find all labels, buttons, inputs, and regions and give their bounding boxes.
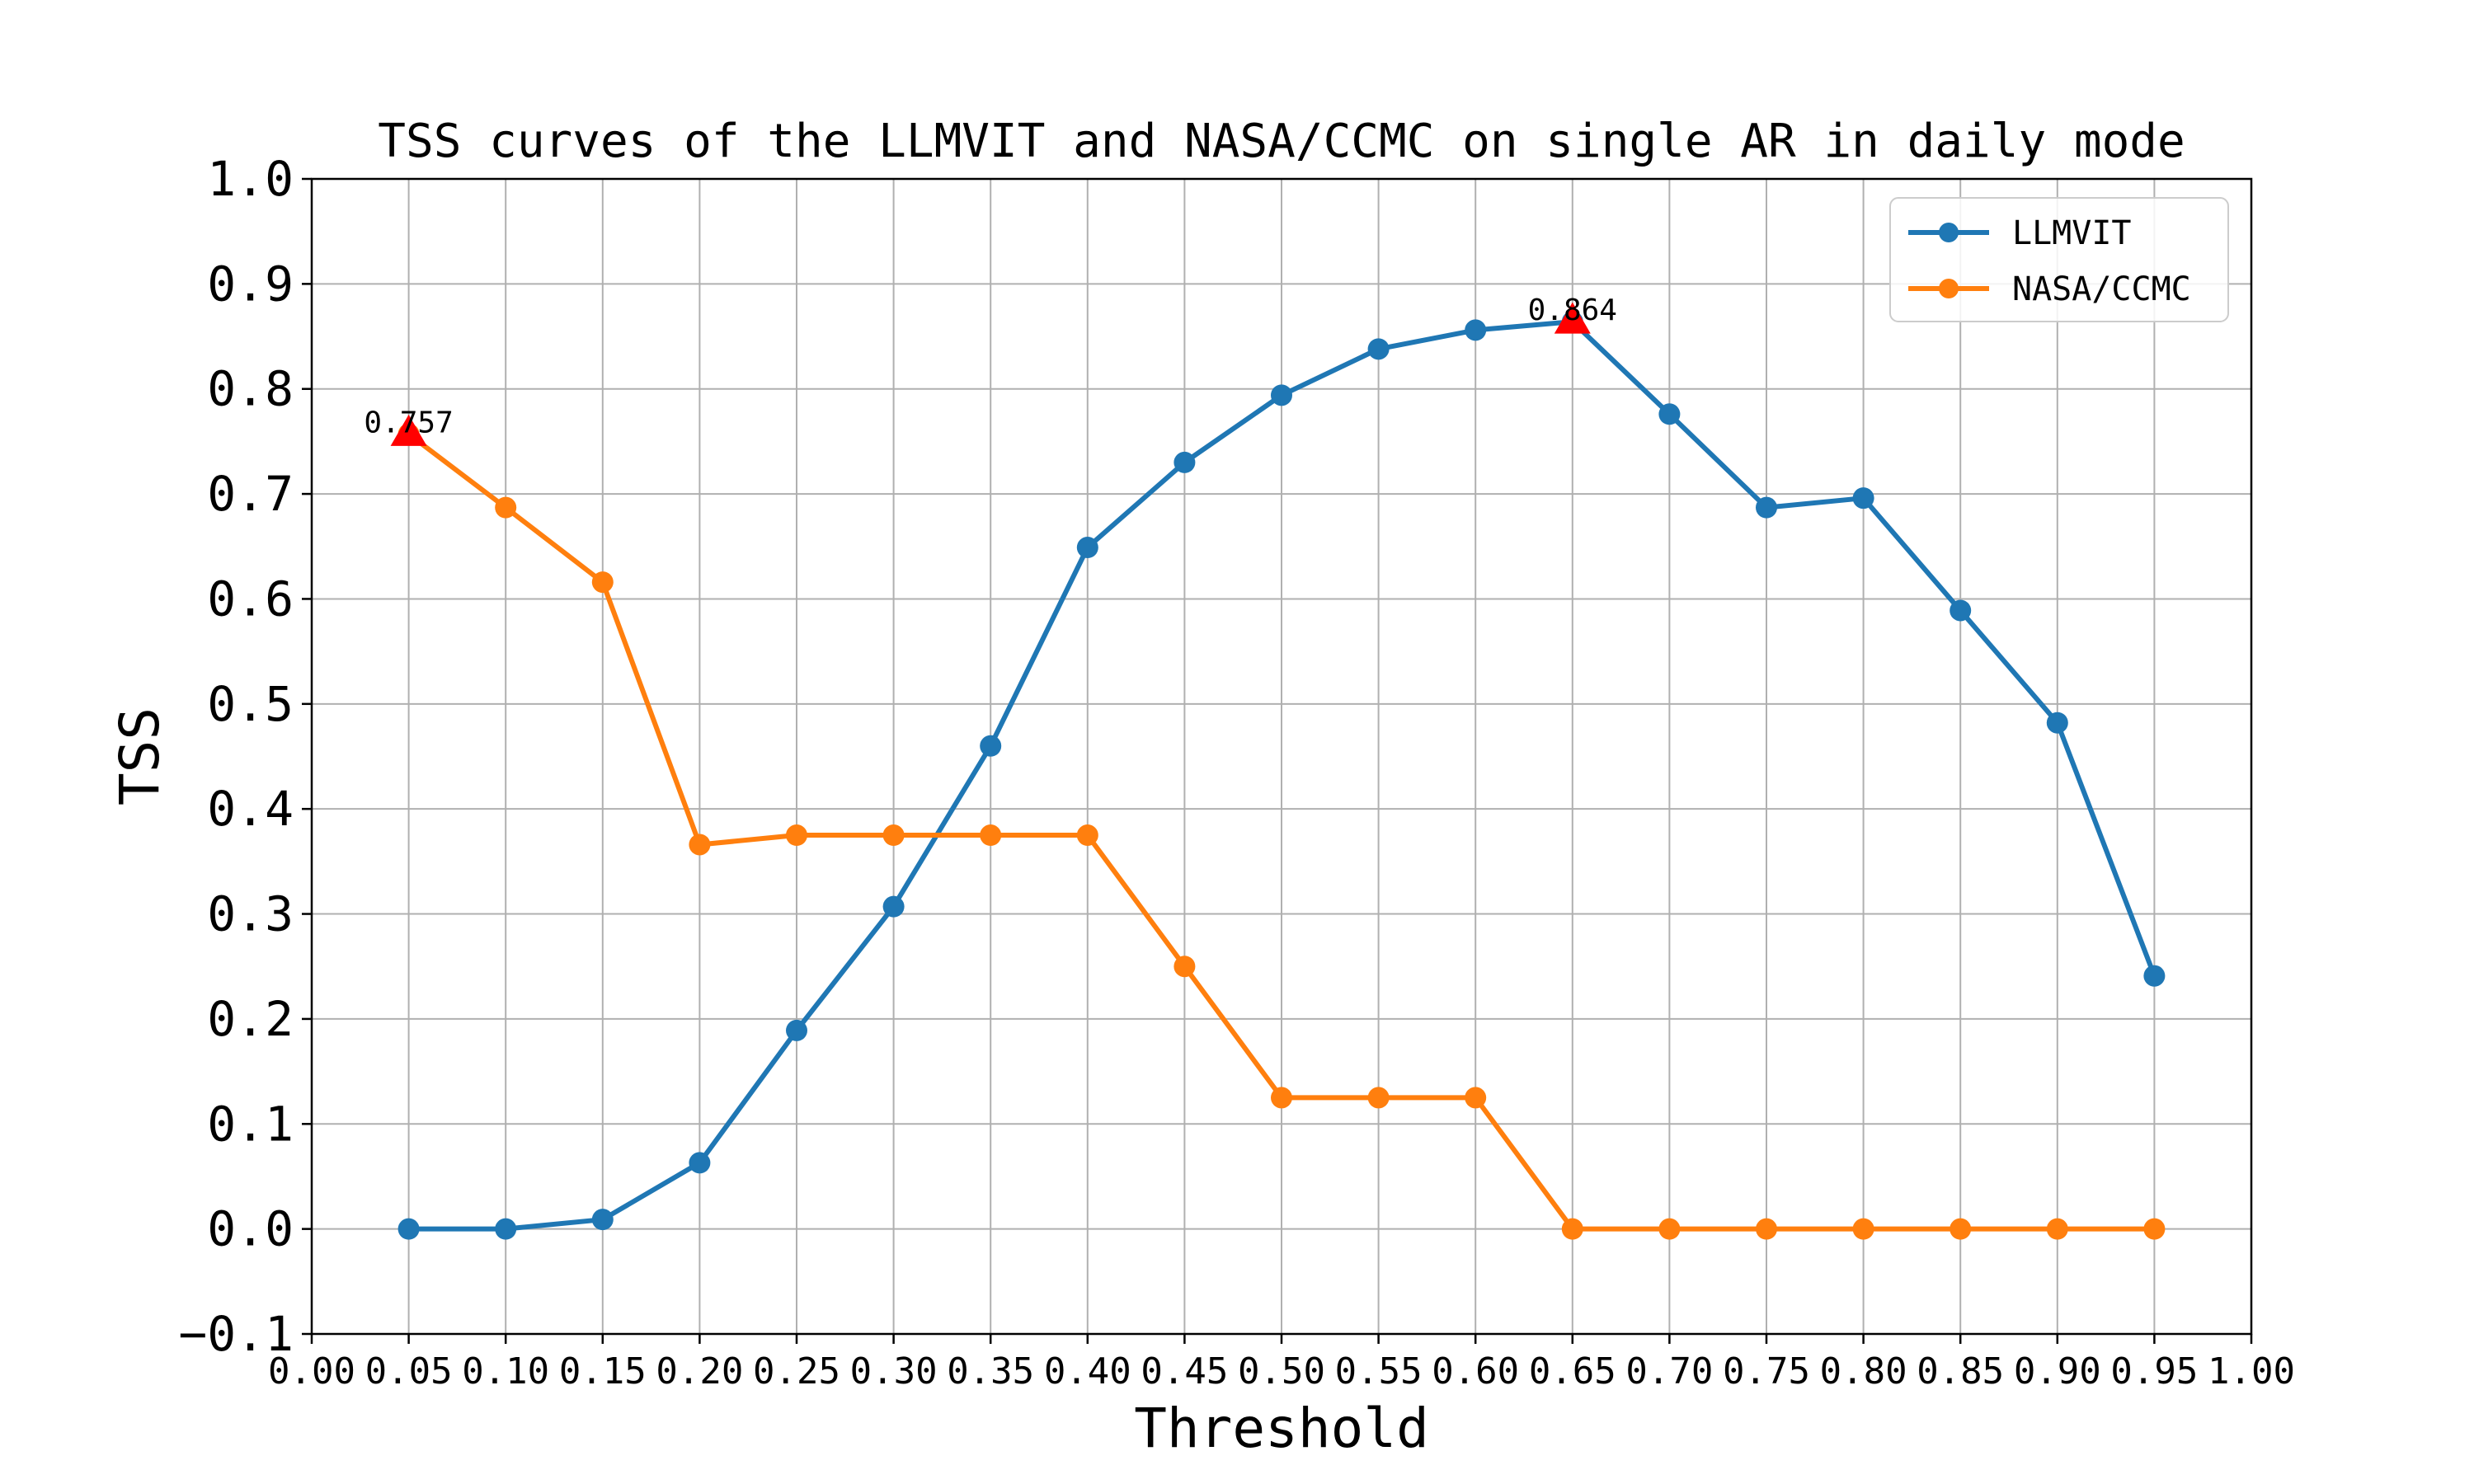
data-point-nasa-ccmc [1465, 1087, 1487, 1109]
y-tick-label: 0.9 [207, 256, 294, 312]
data-point-nasa-ccmc [1271, 1087, 1292, 1109]
data-point-llmvit [1367, 338, 1390, 360]
data-point-nasa-ccmc [786, 824, 807, 847]
y-tick-label: 0.1 [207, 1096, 294, 1152]
x-tick-label: 0.90 [2014, 1350, 2101, 1392]
data-point-nasa-ccmc [1658, 1218, 1681, 1240]
legend-label: LLMVIT [2012, 214, 2132, 252]
data-point-llmvit [1465, 319, 1487, 341]
data-point-nasa-ccmc [1174, 956, 1196, 978]
y-tick-label: 1.0 [207, 151, 294, 207]
x-tick-label: 0.70 [1625, 1350, 1713, 1392]
data-point-llmvit [1950, 599, 1972, 622]
data-point-nasa-ccmc [689, 834, 711, 856]
legend-marker [1939, 279, 1959, 298]
y-tick-label: 0.2 [207, 991, 294, 1047]
data-point-nasa-ccmc [1561, 1218, 1583, 1240]
y-tick-label: 0.0 [207, 1201, 294, 1257]
data-point-nasa-ccmc [495, 496, 517, 519]
x-tick-label: 0.00 [268, 1350, 355, 1392]
x-tick-label: 0.75 [1723, 1350, 1810, 1392]
data-point-llmvit [786, 1019, 807, 1041]
y-tick-label: 0.8 [207, 361, 294, 417]
data-point-llmvit [2143, 965, 2166, 987]
x-tick-label: 0.35 [947, 1350, 1034, 1392]
series-layer [397, 311, 2166, 1240]
chart-title: TSS curves of the LLMVIT and NASA/CCMC o… [378, 115, 2185, 168]
x-tick-label: 0.30 [850, 1350, 938, 1392]
y-tick-label: 0.4 [207, 781, 294, 837]
y-axis-label: TSS [108, 707, 172, 805]
data-point-llmvit [1076, 537, 1098, 559]
data-point-nasa-ccmc [1076, 824, 1098, 847]
max-value-label: 0.864 [1528, 294, 1617, 327]
x-tick-label: 0.95 [2110, 1350, 2198, 1392]
y-tick-label: 0.3 [207, 886, 294, 942]
data-point-llmvit [397, 1218, 420, 1240]
data-point-llmvit [1852, 487, 1874, 510]
x-tick-label: 0.25 [753, 1350, 840, 1392]
data-point-nasa-ccmc [980, 824, 1002, 847]
data-point-llmvit [1174, 451, 1196, 473]
data-point-nasa-ccmc [1367, 1087, 1390, 1109]
data-point-nasa-ccmc [1852, 1218, 1874, 1240]
x-tick-label: 0.15 [559, 1350, 647, 1392]
x-tick-label: 0.60 [1432, 1350, 1519, 1392]
data-point-llmvit [1658, 403, 1681, 425]
grid-lines [311, 178, 2252, 1335]
data-point-llmvit [495, 1218, 517, 1240]
x-tick-label: 0.50 [1238, 1350, 1325, 1392]
data-point-llmvit [882, 895, 905, 918]
y-tick-label: 0.5 [207, 676, 294, 732]
legend-marker [1939, 223, 1959, 242]
data-point-nasa-ccmc [1950, 1218, 1972, 1240]
data-point-llmvit [1756, 496, 1777, 519]
y-tick-label: −0.1 [178, 1306, 294, 1362]
x-tick-label: 0.80 [1820, 1350, 1907, 1392]
x-axis-label: Threshold [1134, 1397, 1429, 1460]
x-tick-label: 0.55 [1335, 1350, 1423, 1392]
x-tick-label: 0.05 [365, 1350, 453, 1392]
legend-label: NASA/CCMC [2012, 270, 2191, 308]
data-point-llmvit [2046, 711, 2068, 734]
x-tick-label: 0.85 [1917, 1350, 2004, 1392]
x-tick-label: 1.00 [2208, 1350, 2295, 1392]
data-point-nasa-ccmc [2046, 1218, 2068, 1240]
data-point-llmvit [689, 1152, 711, 1174]
data-point-llmvit [591, 1209, 614, 1231]
legend: LLMVIT NASA/CCMC [1889, 197, 2229, 322]
data-point-llmvit [980, 735, 1002, 757]
y-tick-label: 0.7 [207, 466, 294, 522]
data-point-nasa-ccmc [591, 571, 614, 594]
x-tick-label: 0.45 [1141, 1350, 1228, 1392]
data-point-nasa-ccmc [882, 824, 905, 847]
x-tick-label: 0.20 [656, 1350, 743, 1392]
data-point-nasa-ccmc [1756, 1218, 1777, 1240]
max-value-label: 0.757 [364, 406, 453, 439]
data-point-nasa-ccmc [2143, 1218, 2166, 1240]
y-tick-label: 0.6 [207, 571, 294, 627]
x-tick-label: 0.40 [1044, 1350, 1131, 1392]
max-marker-triangle [1554, 302, 1591, 334]
annotation-layer: 0.757 0.864 [364, 294, 1617, 446]
max-marker-triangle [390, 414, 427, 446]
data-point-llmvit [1271, 384, 1292, 406]
x-tick-label: 0.10 [462, 1350, 549, 1392]
x-tick-label: 0.65 [1529, 1350, 1616, 1392]
axis-ticks: 0.00 0.05 0.10 0.15 0.20 0.25 0.30 0.35 0.40 0.45… [178, 151, 2295, 1392]
